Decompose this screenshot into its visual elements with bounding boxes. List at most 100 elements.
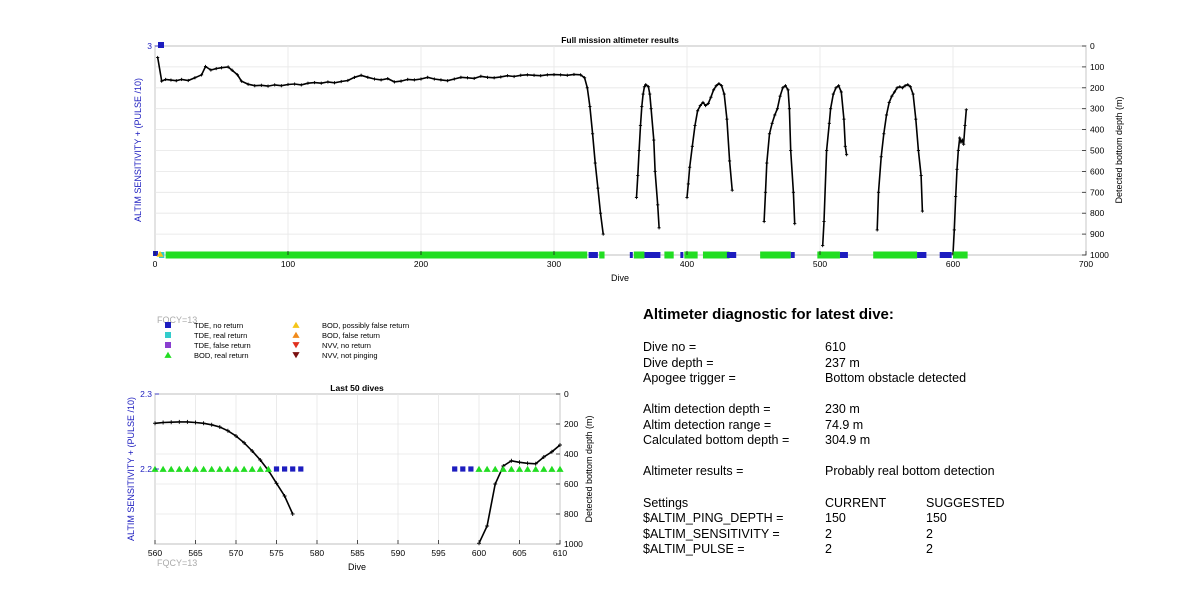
tde-no-return-marker [452, 466, 458, 472]
fqcy-label-bottom: FQCY=13 [157, 558, 197, 568]
bod-real-marker [873, 251, 918, 259]
bod-real-marker [599, 251, 605, 259]
tde-no-return-marker [680, 252, 684, 258]
right-tick-label: 700 [1090, 187, 1104, 197]
tde-no-return-marker [917, 252, 927, 258]
right-tick-label: 600 [564, 479, 578, 489]
diagnostic-title: Altimeter diagnostic for latest dive: [643, 306, 894, 323]
legend-marker [164, 351, 172, 358]
x-tick-label: 600 [946, 259, 960, 269]
legend-marker [165, 342, 171, 348]
bod-real-marker [524, 465, 532, 472]
altim-detection-range-row: Altim detection range = 74.9 m [643, 418, 1063, 434]
bod-real-marker [664, 251, 674, 259]
bottom-right-ticks: 0 200 400 600 800 1000 [556, 389, 583, 549]
top-x-axis-label: Dive [611, 273, 629, 283]
dive-no-label: Dive no = [643, 340, 697, 354]
right-tick-label: 1000 [1090, 250, 1109, 260]
settings-label: Settings [643, 496, 689, 510]
right-tick-label: 1000 [564, 539, 583, 549]
bod-real-marker [232, 465, 240, 472]
right-tick-label: 200 [1090, 83, 1104, 93]
bod-real-marker [515, 465, 524, 472]
legend-label: NVV, no return [322, 341, 371, 350]
tde-no-return-marker [939, 252, 952, 258]
dive-depth-label: Dive depth = [643, 356, 714, 370]
bod-real-marker [953, 251, 968, 259]
tde-no-return-marker [644, 252, 661, 258]
top-right-axis-label: Detected bottom depth (m) [1114, 96, 1124, 203]
bottom-left-ticks: 2.2 2.3 [140, 389, 159, 474]
full-mission-chart: 0 100 200 300 400 500 600 700 3 0 100 200 300 400 50… [133, 35, 1124, 283]
bod-real-marker [208, 465, 216, 472]
legend-label: TDE, no return [194, 321, 243, 330]
x-tick-label: 200 [414, 259, 428, 269]
tde-no-return-marker [290, 466, 296, 472]
dive-depth-value: 237 m [825, 356, 860, 370]
fqcy-label-top: FQCY=13 [157, 315, 197, 325]
ping-depth-label: $ALTIM_PING_DEPTH = [643, 511, 784, 525]
altim-detection-depth-row: Altim detection depth = 230 m [643, 402, 1063, 418]
tde-no-return-marker [273, 466, 280, 472]
bottom-data-layer [151, 419, 564, 546]
sensitivity-current: 2 [825, 527, 832, 541]
sensitivity-suggested: 2 [926, 527, 933, 541]
legend-marker [292, 342, 300, 349]
tde-no-return-marker [460, 466, 466, 472]
legend-label: TDE, false return [194, 341, 251, 350]
bottom-chart-title: Last 50 dives [330, 383, 384, 393]
bod-real-marker [200, 465, 208, 472]
tde-no-return-marker [790, 252, 795, 258]
dive-depth-row: Dive depth = 237 m [643, 356, 1063, 372]
x-tick-label: 570 [229, 548, 243, 558]
depth-series-line [156, 57, 604, 235]
ping-depth-row: $ALTIM_PING_DEPTH = 150 150 [643, 511, 1063, 527]
bod-real-marker [256, 465, 264, 472]
x-tick-label: 600 [472, 548, 486, 558]
x-tick-label: 610 [553, 548, 567, 558]
bod-real-marker [175, 465, 183, 472]
altimeter-results-row: Altimeter results = Probably real bottom… [643, 464, 1063, 480]
x-tick-label: 595 [431, 548, 445, 558]
ping-depth-suggested: 150 [926, 511, 947, 525]
tde-no-return-marker [588, 252, 598, 258]
x-tick-label: 100 [281, 259, 295, 269]
bod-real-marker [633, 251, 645, 259]
legend-label: NVV, not pinging [322, 351, 378, 360]
bod-real-marker [556, 465, 564, 472]
bod-real-marker [240, 465, 248, 472]
bod-real-marker [165, 251, 588, 259]
top-right-ticks: 0 100 200 300 400 500 600 700 800 900 1000 [1082, 41, 1109, 260]
altimeter-results-value: Probably real bottom detection [825, 464, 995, 478]
bod-real-marker [248, 465, 256, 472]
bod-real-marker [760, 251, 791, 259]
altim-detection-range-value: 74.9 m [825, 418, 864, 432]
right-tick-label: 500 [1090, 146, 1104, 156]
bod-real-marker [475, 465, 483, 472]
left-tick-label: 2.2 [140, 464, 152, 474]
bod-real-marker [167, 465, 175, 472]
legend-marker [165, 332, 171, 338]
x-tick-label: 300 [547, 259, 561, 269]
right-tick-label: 300 [1090, 104, 1104, 114]
depth-series-line [821, 84, 848, 246]
tde-no-return-marker [282, 466, 288, 472]
bod-real-marker [159, 465, 167, 472]
left-tick-label: 3 [147, 41, 152, 51]
bod-real-marker [702, 251, 730, 259]
right-tick-label: 100 [1090, 62, 1104, 72]
calculated-bottom-depth-label: Calculated bottom depth = [643, 433, 790, 447]
legend-label: BOD, possibly false return [322, 321, 409, 330]
bod-real-marker [499, 465, 507, 472]
bod-real-marker [216, 465, 224, 472]
right-tick-label: 400 [564, 449, 578, 459]
x-tick-label: 565 [188, 548, 202, 558]
ping-depth-current: 150 [825, 511, 846, 525]
top-left-axis-label: ALTIM SENSITIVITY + (PULSE /10) [133, 78, 143, 222]
pulse-label: $ALTIM_PULSE = [643, 542, 745, 556]
right-tick-label: 0 [1090, 41, 1095, 51]
x-tick-label: 560 [148, 548, 162, 558]
sensitivity-label: $ALTIM_SENSITIVITY = [643, 527, 780, 541]
bod-possibly-false-marker [156, 250, 164, 257]
